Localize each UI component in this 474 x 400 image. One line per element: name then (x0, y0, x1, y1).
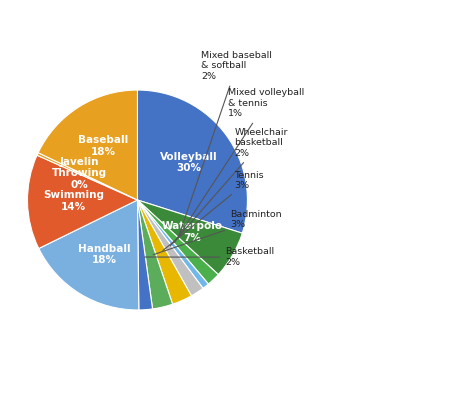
Wedge shape (137, 90, 247, 233)
Wedge shape (38, 90, 137, 200)
Text: Tennis
3%: Tennis 3% (163, 170, 264, 250)
Text: Badminton
3%: Badminton 3% (153, 210, 282, 255)
Text: Volleyball
30%: Volleyball 30% (160, 152, 218, 173)
Wedge shape (27, 155, 137, 248)
Wedge shape (137, 200, 191, 304)
Text: Javelin
Throwing
0%: Javelin Throwing 0% (52, 157, 107, 190)
Wedge shape (137, 200, 242, 274)
Wedge shape (39, 200, 139, 310)
Text: Mixed volleyball
& tennis
1%: Mixed volleyball & tennis 1% (174, 88, 304, 242)
Text: Waterpolo
7%: Waterpolo 7% (162, 221, 223, 243)
Wedge shape (137, 200, 173, 309)
Text: Baseball
18%: Baseball 18% (78, 135, 128, 157)
Wedge shape (37, 153, 137, 200)
Wedge shape (137, 200, 219, 284)
Text: Mixed baseball
& softball
2%: Mixed baseball & softball 2% (178, 51, 272, 239)
Text: Handball
18%: Handball 18% (78, 244, 130, 265)
Wedge shape (137, 200, 153, 310)
Wedge shape (137, 200, 203, 296)
Text: Basketball
2%: Basketball 2% (145, 248, 274, 267)
Wedge shape (137, 200, 209, 288)
Text: Swimming
14%: Swimming 14% (43, 190, 104, 212)
Text: Wheelchair
basketball
2%: Wheelchair basketball 2% (171, 128, 288, 246)
